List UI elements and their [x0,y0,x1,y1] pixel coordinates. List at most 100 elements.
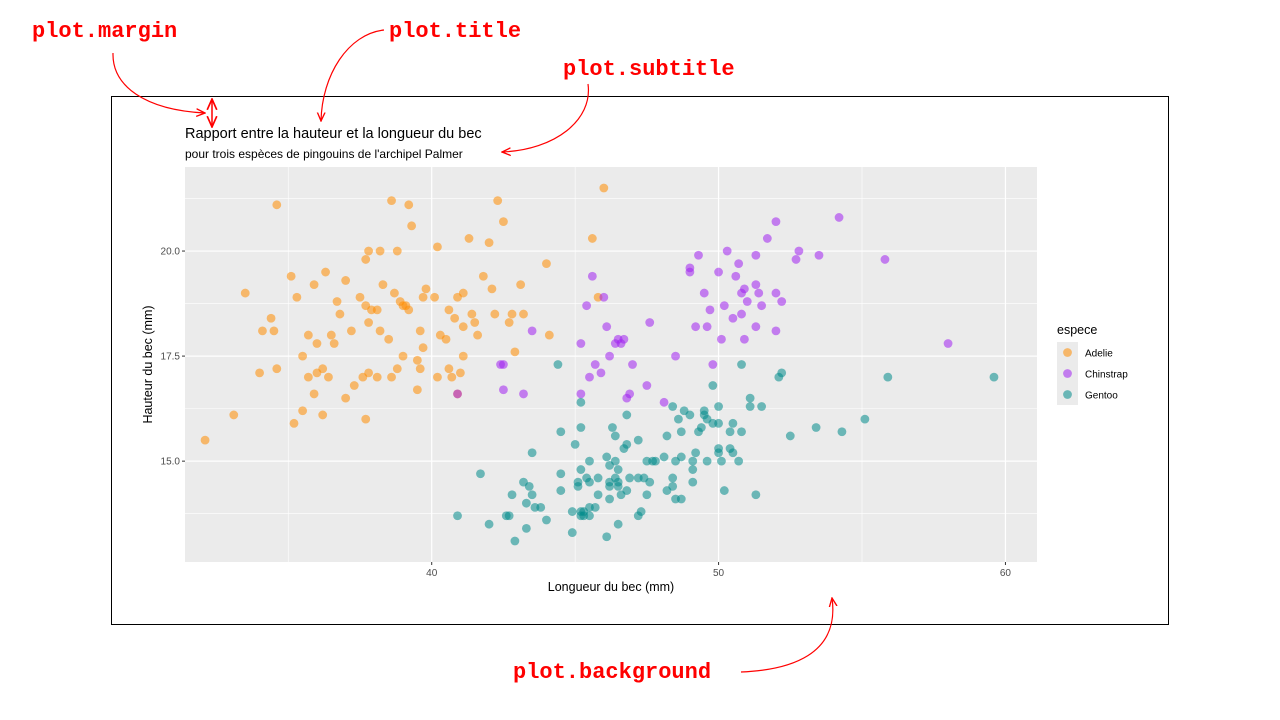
point-adelie [335,309,345,319]
point-chinstrap [645,318,655,327]
point-adelie [421,284,431,294]
point-adelie [361,255,371,264]
point-adelie [321,267,330,277]
point-adelie [458,351,468,361]
point-adelie [364,368,373,378]
point-gentoo [745,393,755,403]
point-chinstrap [602,322,612,332]
point-adelie [332,297,342,306]
point-gentoo [524,481,534,491]
point-gentoo [699,406,709,416]
point-gentoo [605,494,614,504]
point-gentoo [714,444,723,453]
point-adelie [415,326,425,336]
point-adelie [470,318,480,327]
point-adelie [240,288,250,298]
point-adelie [255,368,264,378]
point-adelie [378,280,388,290]
point-gentoo [536,502,546,512]
point-chinstrap [519,389,528,399]
point-gentoo [590,502,600,512]
point-adelie [303,372,313,382]
point-chinstrap [751,280,761,290]
point-gentoo [633,435,643,445]
point-chinstrap [499,360,508,369]
point-adelie [464,234,474,243]
point-chinstrap [576,389,586,399]
point-gentoo [576,397,586,407]
annotation-plot-subtitle: plot.subtitle [563,57,735,82]
point-adelie [412,385,422,395]
point-adelie [346,326,356,336]
point-chinstrap [728,313,738,323]
point-adelie [444,364,454,374]
point-adelie [298,406,308,416]
point-gentoo [585,477,594,487]
point-adelie [407,221,417,231]
point-adelie [324,372,333,382]
point-adelie [415,364,425,374]
point-gentoo [685,410,695,420]
point-gentoo [510,536,520,546]
point-adelie [309,280,319,290]
point-chinstrap [751,322,761,332]
point-gentoo [567,528,577,537]
point-gentoo [484,519,494,529]
point-chinstrap [685,263,695,273]
point-gentoo [613,519,623,529]
point-adelie [404,200,414,210]
point-gentoo [651,456,660,466]
point-gentoo [527,448,537,458]
point-adelie [484,238,494,248]
point-gentoo [585,456,594,466]
y-axis-ticks: 15.0 17.5 20.0 [161,247,185,468]
point-gentoo [593,473,603,483]
point-chinstrap [943,339,953,348]
point-adelie [430,292,439,302]
legend-label-gentoo: Gentoo [1085,391,1118,402]
point-adelie [458,322,468,332]
point-gentoo [668,481,678,491]
point-adelie [318,364,328,374]
x-axis-ticks: 40 50 60 [426,562,1011,579]
point-gentoo [567,507,577,516]
point-gentoo [585,511,594,521]
point-gentoo [676,494,686,504]
point-gentoo [688,465,698,474]
chart-title: Rapport entre la hauteur et la longueur … [185,126,482,142]
point-gentoo [556,486,566,495]
point-adelie [289,418,299,428]
point-adelie [458,288,468,298]
point-chinstrap [739,284,749,294]
point-gentoo [521,498,531,508]
point-gentoo [662,431,672,441]
point-chinstrap [628,360,637,369]
point-adelie [372,305,382,315]
point-gentoo [757,402,767,411]
point-gentoo [622,439,632,449]
point-chinstrap [625,389,635,399]
point-gentoo [521,523,531,533]
point-adelie [364,318,373,327]
legend-title: espece [1057,323,1097,337]
point-adelie [444,305,454,315]
point-gentoo [556,427,566,437]
y-tick-label: 17.5 [161,352,181,363]
annotation-plot-title: plot.title [389,19,521,44]
point-gentoo [622,410,632,420]
point-chinstrap [834,213,844,222]
point-gentoo [576,423,586,432]
point-chinstrap [659,397,669,407]
point-chinstrap [585,372,594,382]
point-gentoo [811,423,821,432]
point-gentoo [556,469,566,479]
point-adelie [455,368,465,378]
point-adelie [372,372,382,382]
point-gentoo [728,448,738,458]
point-adelie [542,259,551,269]
point-gentoo [668,473,678,483]
point-adelie [387,196,396,206]
point-adelie [467,309,477,319]
point-adelie [516,280,526,290]
